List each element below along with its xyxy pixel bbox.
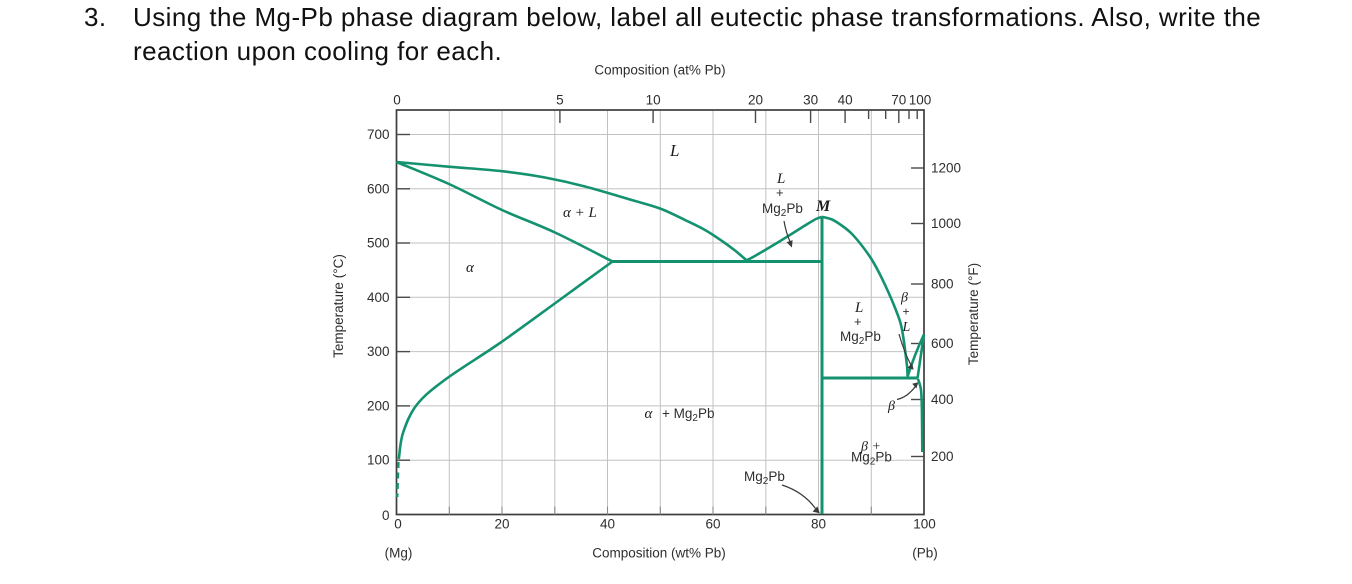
svg-text:40: 40 bbox=[838, 93, 853, 108]
svg-text:L: L bbox=[669, 141, 679, 160]
svg-text:10: 10 bbox=[646, 93, 661, 108]
svg-text:Mg2Pb: Mg2Pb bbox=[851, 450, 892, 468]
svg-text:200: 200 bbox=[931, 449, 954, 464]
svg-text:β: β bbox=[900, 291, 908, 306]
svg-text:100: 100 bbox=[913, 517, 936, 532]
svg-text:(Pb): (Pb) bbox=[912, 546, 938, 561]
svg-text:β: β bbox=[887, 399, 895, 414]
svg-text:Composition (at% Pb): Composition (at% Pb) bbox=[594, 63, 725, 78]
svg-text:1200: 1200 bbox=[931, 161, 961, 176]
svg-text:Temperature (°F): Temperature (°F) bbox=[966, 263, 981, 365]
svg-text:Mg2Pb: Mg2Pb bbox=[744, 469, 785, 487]
svg-text:400: 400 bbox=[367, 290, 390, 305]
svg-text:70: 70 bbox=[891, 93, 906, 108]
svg-text:5: 5 bbox=[556, 93, 564, 108]
svg-text:Temperature (°C): Temperature (°C) bbox=[331, 254, 346, 358]
svg-text:Mg2Pb: Mg2Pb bbox=[762, 201, 803, 219]
svg-text:200: 200 bbox=[367, 398, 390, 413]
svg-text:Mg2Pb: Mg2Pb bbox=[840, 329, 881, 347]
svg-text:100: 100 bbox=[367, 453, 390, 468]
svg-text:1000: 1000 bbox=[931, 216, 961, 231]
svg-text:Composition (wt% Pb): Composition (wt% Pb) bbox=[592, 546, 726, 561]
svg-text:0: 0 bbox=[393, 93, 401, 108]
svg-text:(Mg): (Mg) bbox=[385, 546, 413, 561]
svg-text:L: L bbox=[854, 300, 863, 316]
svg-text:40: 40 bbox=[600, 517, 615, 532]
svg-text:20: 20 bbox=[748, 93, 763, 108]
svg-text:0: 0 bbox=[394, 517, 402, 532]
svg-text:500: 500 bbox=[367, 236, 390, 251]
svg-text:L: L bbox=[902, 320, 911, 335]
svg-text:+: + bbox=[854, 314, 862, 329]
svg-text:800: 800 bbox=[931, 277, 954, 292]
svg-text:+ Mg2Pb: + Mg2Pb bbox=[662, 406, 714, 424]
svg-text:30: 30 bbox=[803, 93, 818, 108]
svg-text:β +: β + bbox=[860, 440, 881, 455]
svg-text:M: M bbox=[815, 198, 831, 215]
svg-text:80: 80 bbox=[811, 517, 826, 532]
svg-text:α + L: α + L bbox=[563, 205, 597, 221]
svg-text:600: 600 bbox=[931, 336, 954, 351]
svg-text:400: 400 bbox=[931, 392, 954, 407]
svg-text:L: L bbox=[776, 171, 785, 187]
svg-text:+: + bbox=[903, 305, 910, 319]
svg-text:300: 300 bbox=[367, 344, 390, 359]
svg-text:60: 60 bbox=[705, 517, 720, 532]
svg-text:600: 600 bbox=[367, 181, 390, 196]
svg-text:700: 700 bbox=[367, 127, 390, 142]
svg-text:20: 20 bbox=[494, 517, 509, 532]
svg-text:+: + bbox=[776, 185, 784, 200]
svg-text:α: α bbox=[466, 260, 475, 276]
svg-text:100: 100 bbox=[909, 93, 932, 108]
svg-text:0: 0 bbox=[382, 508, 390, 523]
svg-text:α: α bbox=[645, 406, 654, 422]
